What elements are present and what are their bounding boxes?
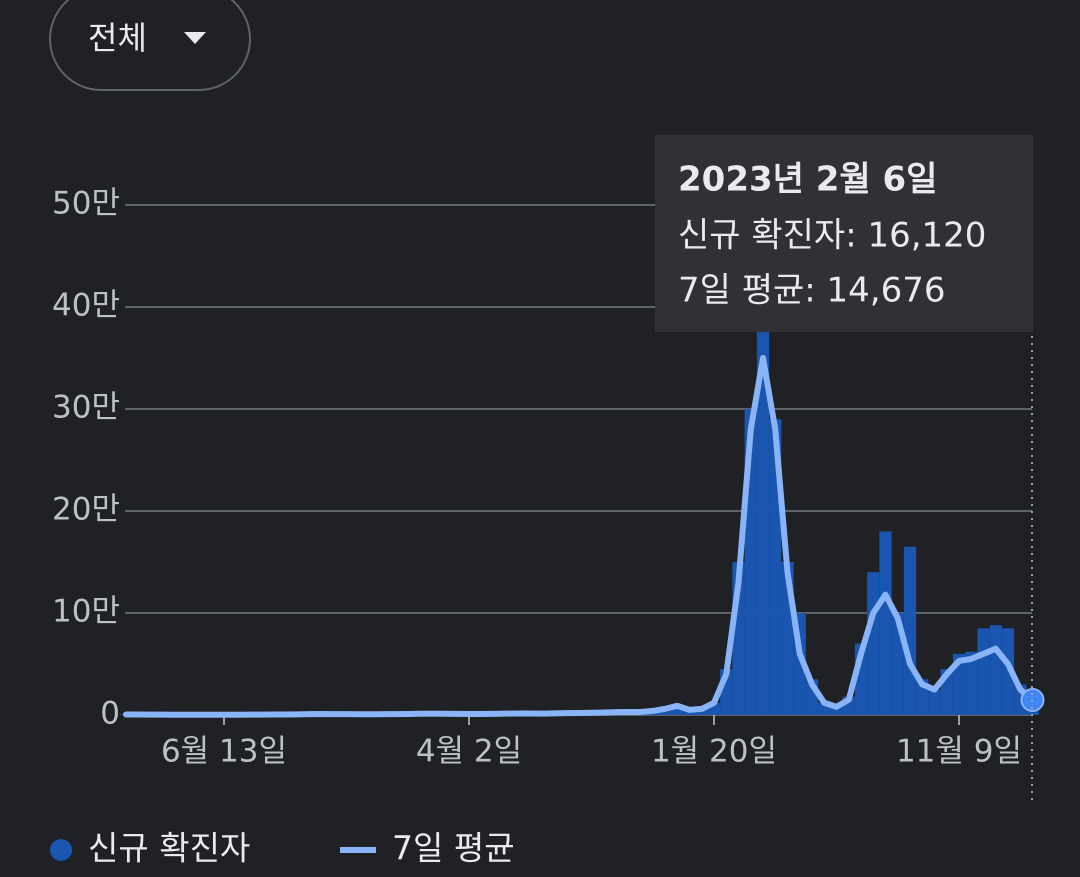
y-tick-label: 20만 [52,492,120,528]
bar [658,708,672,715]
plot: 0 10만 20만 30만 40만 50만 6월 13일 4월 2일 1월 20일 11월 9일 [52,186,1045,770]
x-tick-label: 6월 13일 [161,734,287,770]
dropdown-arrow[interactable] [184,32,206,44]
bar [695,708,708,715]
filter-button[interactable] [49,0,251,91]
tooltip-box [655,135,1033,332]
line [123,355,1036,718]
x-tick-label: 11월 9일 [896,734,1022,770]
y-tick-label: 50만 [52,186,120,222]
tooltip-line: 신규 확진자: 16,120 [678,216,986,256]
bar [903,546,917,715]
bar [830,706,843,715]
bar [671,705,684,715]
bar [867,572,880,715]
bar [756,307,770,715]
bar [879,531,892,715]
legend-swatch [50,839,72,861]
tooltip-line: 7일 평균: 14,676 [678,271,946,311]
x-tick-label: 1월 20일 [651,734,777,770]
bar [977,628,990,715]
bar [1001,628,1015,715]
y-tick-label: 10만 [52,594,120,630]
legend-label: 신규 확진자 [88,829,250,868]
legend-label: 7일 평균 [392,829,515,868]
bar [989,625,1002,715]
tooltip: 2023년 2월 6일 신규 확진자: 16,120 7일 평균: 14,676 [655,135,1033,332]
bar [965,651,978,715]
y-tick-label: 30만 [52,390,120,426]
bar [952,653,966,715]
bar [928,689,941,715]
legend: 신규 확진자 7일 평균 [50,829,515,868]
tooltip-title: 2023년 2월 6일 [678,160,937,200]
filter-label[interactable]: 전체 [88,19,147,57]
y-tick-label: 0 [100,696,120,732]
y-tick-label: 40만 [52,288,120,324]
x-tick-label: 4월 2일 [416,734,522,770]
